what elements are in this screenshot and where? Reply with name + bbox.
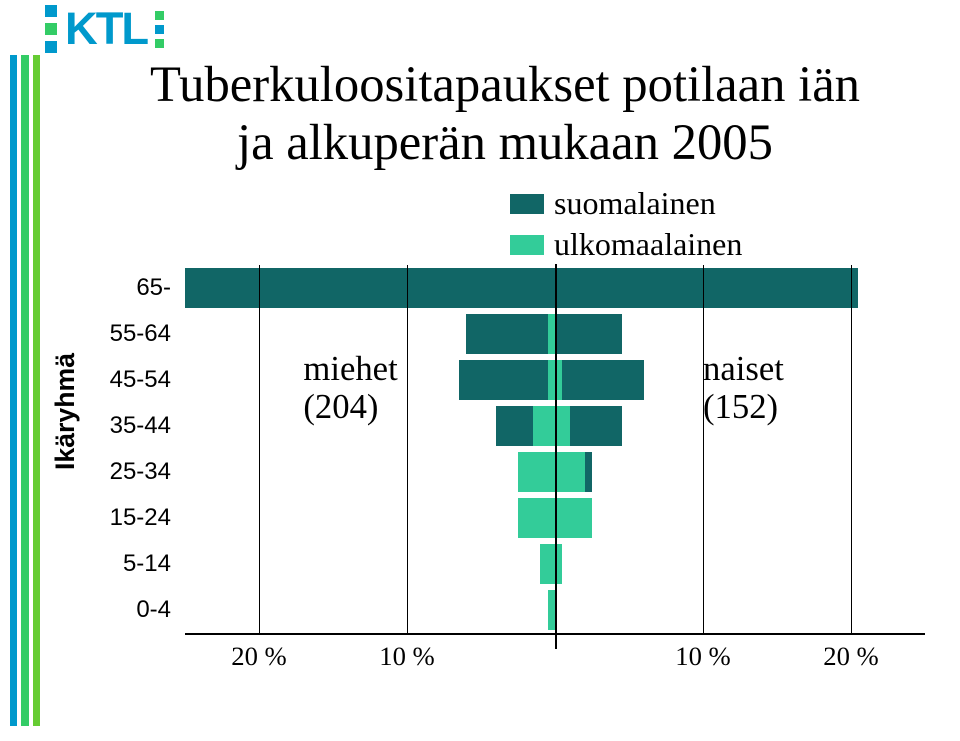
legend-label: ulkomaalainen [554,226,742,263]
ktl-logo: KTL [45,3,164,55]
overlay-naiset-line2: (152) [703,388,784,426]
stripe-green [21,55,28,726]
legend-item: ulkomaalainen [510,226,742,263]
gridline [407,265,408,633]
overlay-miehet: miehet(204) [303,350,397,426]
x-ticks: 20 %10 %10 %20 % [185,637,925,665]
plot-area: 65-55-6445-5435-4425-3415-245-140-4 mieh… [185,265,925,635]
x-tick-label: 20 % [231,641,287,672]
gridline [851,265,852,633]
legend-swatch-icon [510,235,544,255]
category-label: 0-4 [136,596,171,624]
bar-left-ulkomaalainen [548,360,555,401]
bar-left-ulkomaalainen [533,406,555,447]
category-label: 55-64 [110,320,171,348]
x-tick-label: 10 % [675,641,731,672]
slide: KTL Tuberkuloositapaukset potilaan iän j… [0,0,960,741]
category-label: 25-34 [110,458,171,486]
overlay-naiset-line1: naiset [703,350,784,388]
bar-left-suomalainen [185,268,555,309]
category-label: 5-14 [123,550,171,578]
bar-right-suomalainen [555,268,858,309]
title-line2: ja alkuperän mukaan 2005 [60,113,950,171]
x-tick-label: 20 % [823,641,879,672]
bar-right-suomalainen [555,360,644,401]
page-title: Tuberkuloositapaukset potilaan iän ja al… [60,55,950,172]
pyramid-chart: 65-55-6445-5435-4425-3415-245-140-4 mieh… [125,265,935,665]
bar-right-ulkomaalainen [555,452,585,493]
stripe-lime [33,55,40,726]
x-tick-label: 10 % [379,641,435,672]
legend-label: suomalainen [554,185,716,222]
bar-left-suomalainen [466,314,555,355]
stripe-blue [10,55,17,726]
bar-left-suomalainen [459,360,555,401]
brand-stripes [10,55,40,726]
gridline [259,265,260,633]
logo-dots-icon [155,11,164,48]
category-label: 65- [136,274,171,302]
legend: suomalainen ulkomaalainen [510,185,742,267]
overlay-naiset: naiset(152) [703,350,784,426]
bar-left-ulkomaalainen [548,590,555,631]
legend-swatch-icon [510,194,544,214]
category-label: 35-44 [110,412,171,440]
logo-text: KTL [65,3,147,55]
logo-squares-icon [45,5,57,53]
legend-item: suomalainen [510,185,742,222]
category-label: 15-24 [110,504,171,532]
overlay-miehet-line1: miehet [303,350,397,388]
bar-right-ulkomaalainen [555,406,570,447]
title-line1: Tuberkuloositapaukset potilaan iän [60,55,950,113]
bar-left-ulkomaalainen [518,452,555,493]
center-axis [555,264,557,649]
bar-left-ulkomaalainen [548,314,555,355]
overlay-miehet-line2: (204) [303,388,397,426]
y-axis-label: Ikäryhmä [50,353,81,470]
bar-right-suomalainen [555,314,622,355]
bar-right-ulkomaalainen [555,498,592,539]
bar-left-ulkomaalainen [518,498,555,539]
gridline [703,265,704,633]
bar-left-ulkomaalainen [540,544,555,585]
category-label: 45-54 [110,366,171,394]
